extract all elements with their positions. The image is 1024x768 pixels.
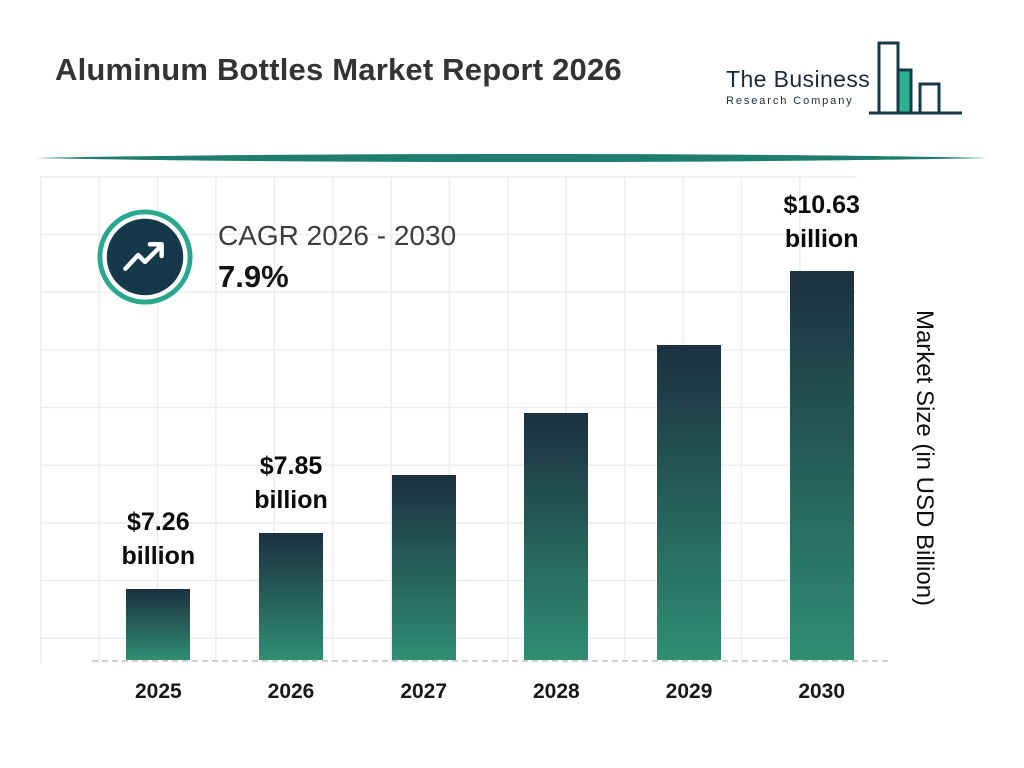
y-axis-label: Market Size (in USD Billion) [911, 309, 938, 607]
x-tick-2029: 2029 [665, 680, 713, 703]
bar-column-2030: $10.63 billion [755, 180, 888, 660]
bar-2028 [524, 412, 589, 660]
bar-column-2027 [357, 180, 490, 660]
page-title: Aluminum Bottles Market Report 2026 [55, 52, 622, 87]
cagr-value: 7.9% [218, 258, 289, 294]
bar-2026 [259, 532, 323, 660]
bar-column-2026: $7.85 billion [225, 180, 358, 660]
x-tick-2030: 2030 [798, 680, 846, 703]
bar-2025 [126, 588, 191, 660]
logo-text: The Business Research Company [726, 66, 870, 107]
cagr-badge: CAGR 2026 - 2030 7.9% [96, 208, 456, 306]
x-tick-2028: 2028 [532, 680, 580, 703]
bar-value-label-2026: $7.85 billion [254, 452, 328, 515]
x-tick-2025: 2025 [134, 680, 182, 703]
company-logo: The Business Research Company [726, 40, 966, 120]
bar-value-label-2030: $10.63 billion [783, 190, 860, 253]
logo-bar-chart-icon [869, 41, 962, 115]
bar-chart: $7.26 billion $7.85 billion $10.63 billion [92, 180, 888, 662]
x-tick-2026: 2026 [267, 680, 315, 703]
bar-column-2028 [490, 180, 623, 660]
trend-arrow-icon [97, 209, 193, 305]
logo-line2: Research Company [726, 95, 854, 107]
bar-value-label-2025: $7.26 billion [121, 508, 196, 570]
cagr-label: CAGR 2026 - 2030 [218, 219, 457, 251]
logo-line1: The Business [726, 66, 871, 92]
divider-line [36, 153, 988, 163]
bar-column-2029 [623, 180, 756, 660]
bar-column-2025: $7.26 billion [92, 180, 225, 660]
bar-2029 [657, 344, 722, 660]
x-axis-labels: 2025 2026 2027 2028 2029 2030 [92, 680, 888, 704]
cagr-texts: CAGR 2026 - 2030 7.9% [218, 220, 456, 295]
bar-2027 [391, 474, 456, 660]
bar-2030 [789, 271, 854, 660]
x-tick-2027: 2027 [400, 680, 448, 703]
